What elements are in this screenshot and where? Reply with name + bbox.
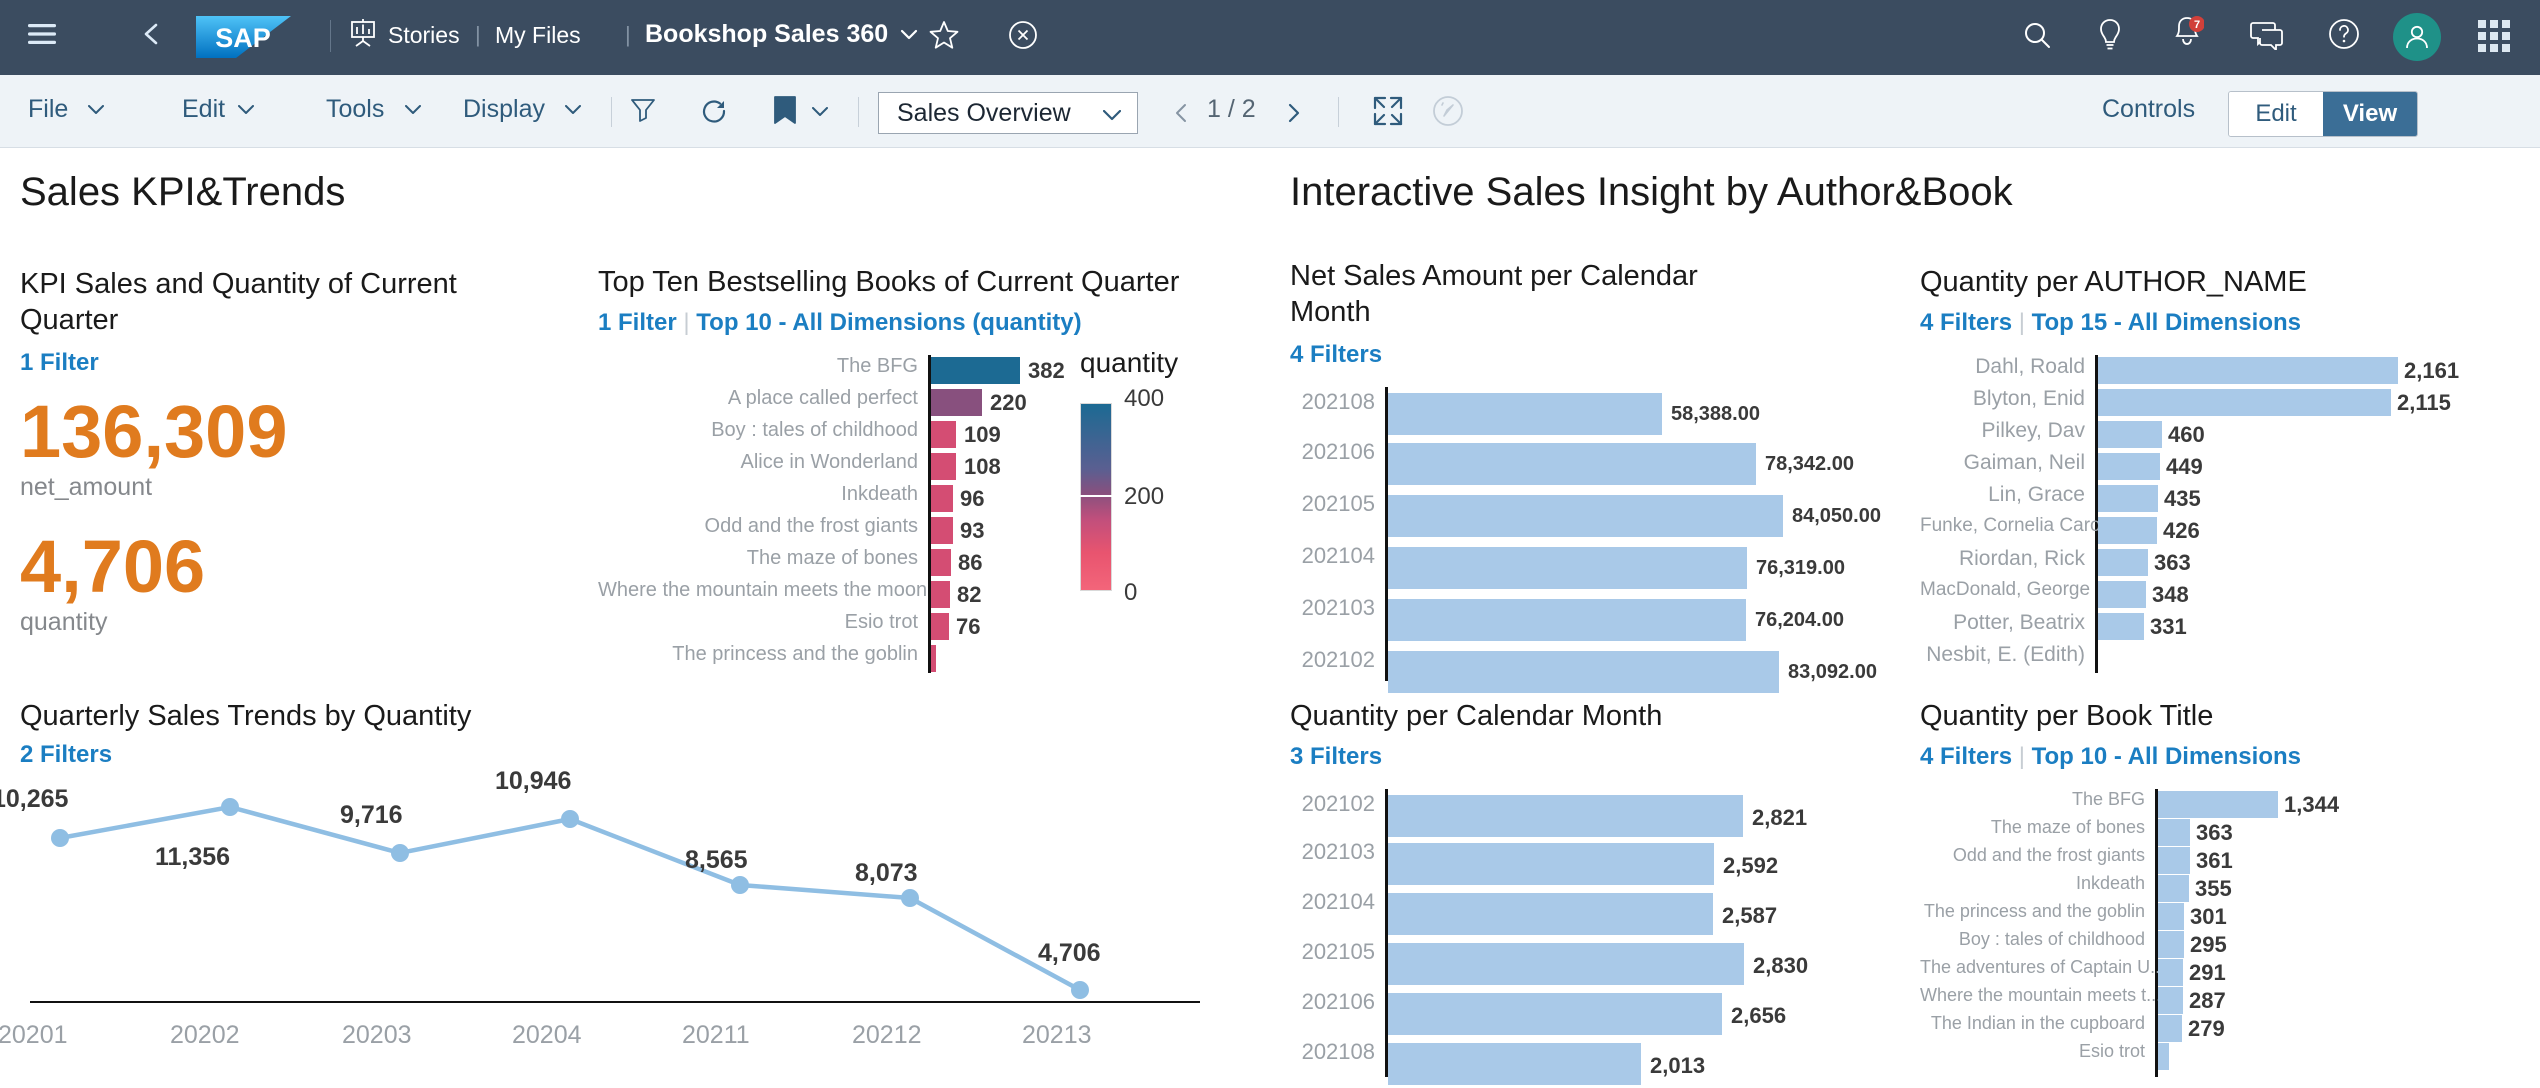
svg-text:7: 7 [2194, 19, 2200, 31]
svg-text:SAP: SAP [215, 23, 271, 53]
